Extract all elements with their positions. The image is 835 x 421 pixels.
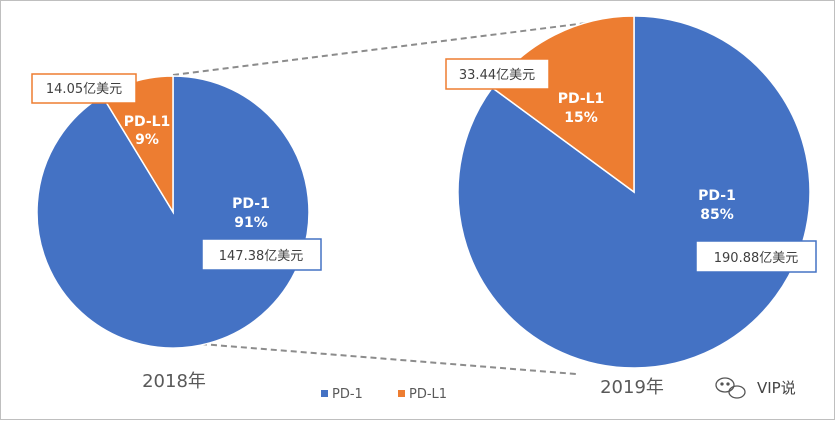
pie-2019-year-label: 2019年 — [600, 377, 664, 398]
legend-label-pdl1: PD-L1 — [409, 387, 447, 402]
legend: PD-1 PD-L1 — [321, 387, 447, 402]
value-box-2019-pd1: 190.88亿美元 — [695, 240, 817, 273]
wechat-icon — [715, 377, 746, 399]
pie-2019-pd1-name: PD-1 — [698, 188, 736, 204]
legend-swatch-pd1 — [321, 390, 328, 397]
value-box-2019-pdl1-text: 33.44亿美元 — [459, 68, 535, 83]
pie-2019-pdl1-percent: 15% — [564, 110, 598, 126]
value-box-2018-pd1-text: 147.38亿美元 — [219, 249, 304, 264]
pie-2019-pdl1-name: PD-L1 — [558, 91, 605, 107]
value-box-2018-pdl1-text: 14.05亿美元 — [46, 82, 122, 97]
pie-2018-pd1-percent: 91% — [234, 215, 268, 231]
pie-2018-year-label: 2018年 — [142, 371, 206, 392]
watermark-text: VIP说 — [757, 379, 796, 397]
pie-2018-pd1-name: PD-1 — [232, 196, 270, 212]
pie-2018-pdl1-name: PD-L1 — [124, 114, 171, 130]
pie-2018: PD-L1 9% PD-1 91% 2018年 — [36, 75, 310, 392]
connector-line-top — [172, 16, 635, 76]
legend-label-pd1: PD-1 — [332, 387, 363, 402]
value-box-2019-pd1-text: 190.88亿美元 — [714, 251, 799, 266]
pie-2019-slice-pd1 — [457, 15, 811, 369]
value-box-2018-pdl1: 14.05亿美元 — [31, 73, 137, 104]
pie-2019-pd1-percent: 85% — [700, 207, 734, 223]
value-box-2019-pdl1: 33.44亿美元 — [445, 58, 550, 90]
pie-2018-pdl1-percent: 9% — [135, 132, 159, 148]
legend-swatch-pdl1 — [398, 390, 405, 397]
connector-line-bottom — [200, 343, 577, 375]
value-box-2018-pd1: 147.38亿美元 — [201, 238, 322, 271]
watermark: VIP说 — [715, 377, 796, 399]
